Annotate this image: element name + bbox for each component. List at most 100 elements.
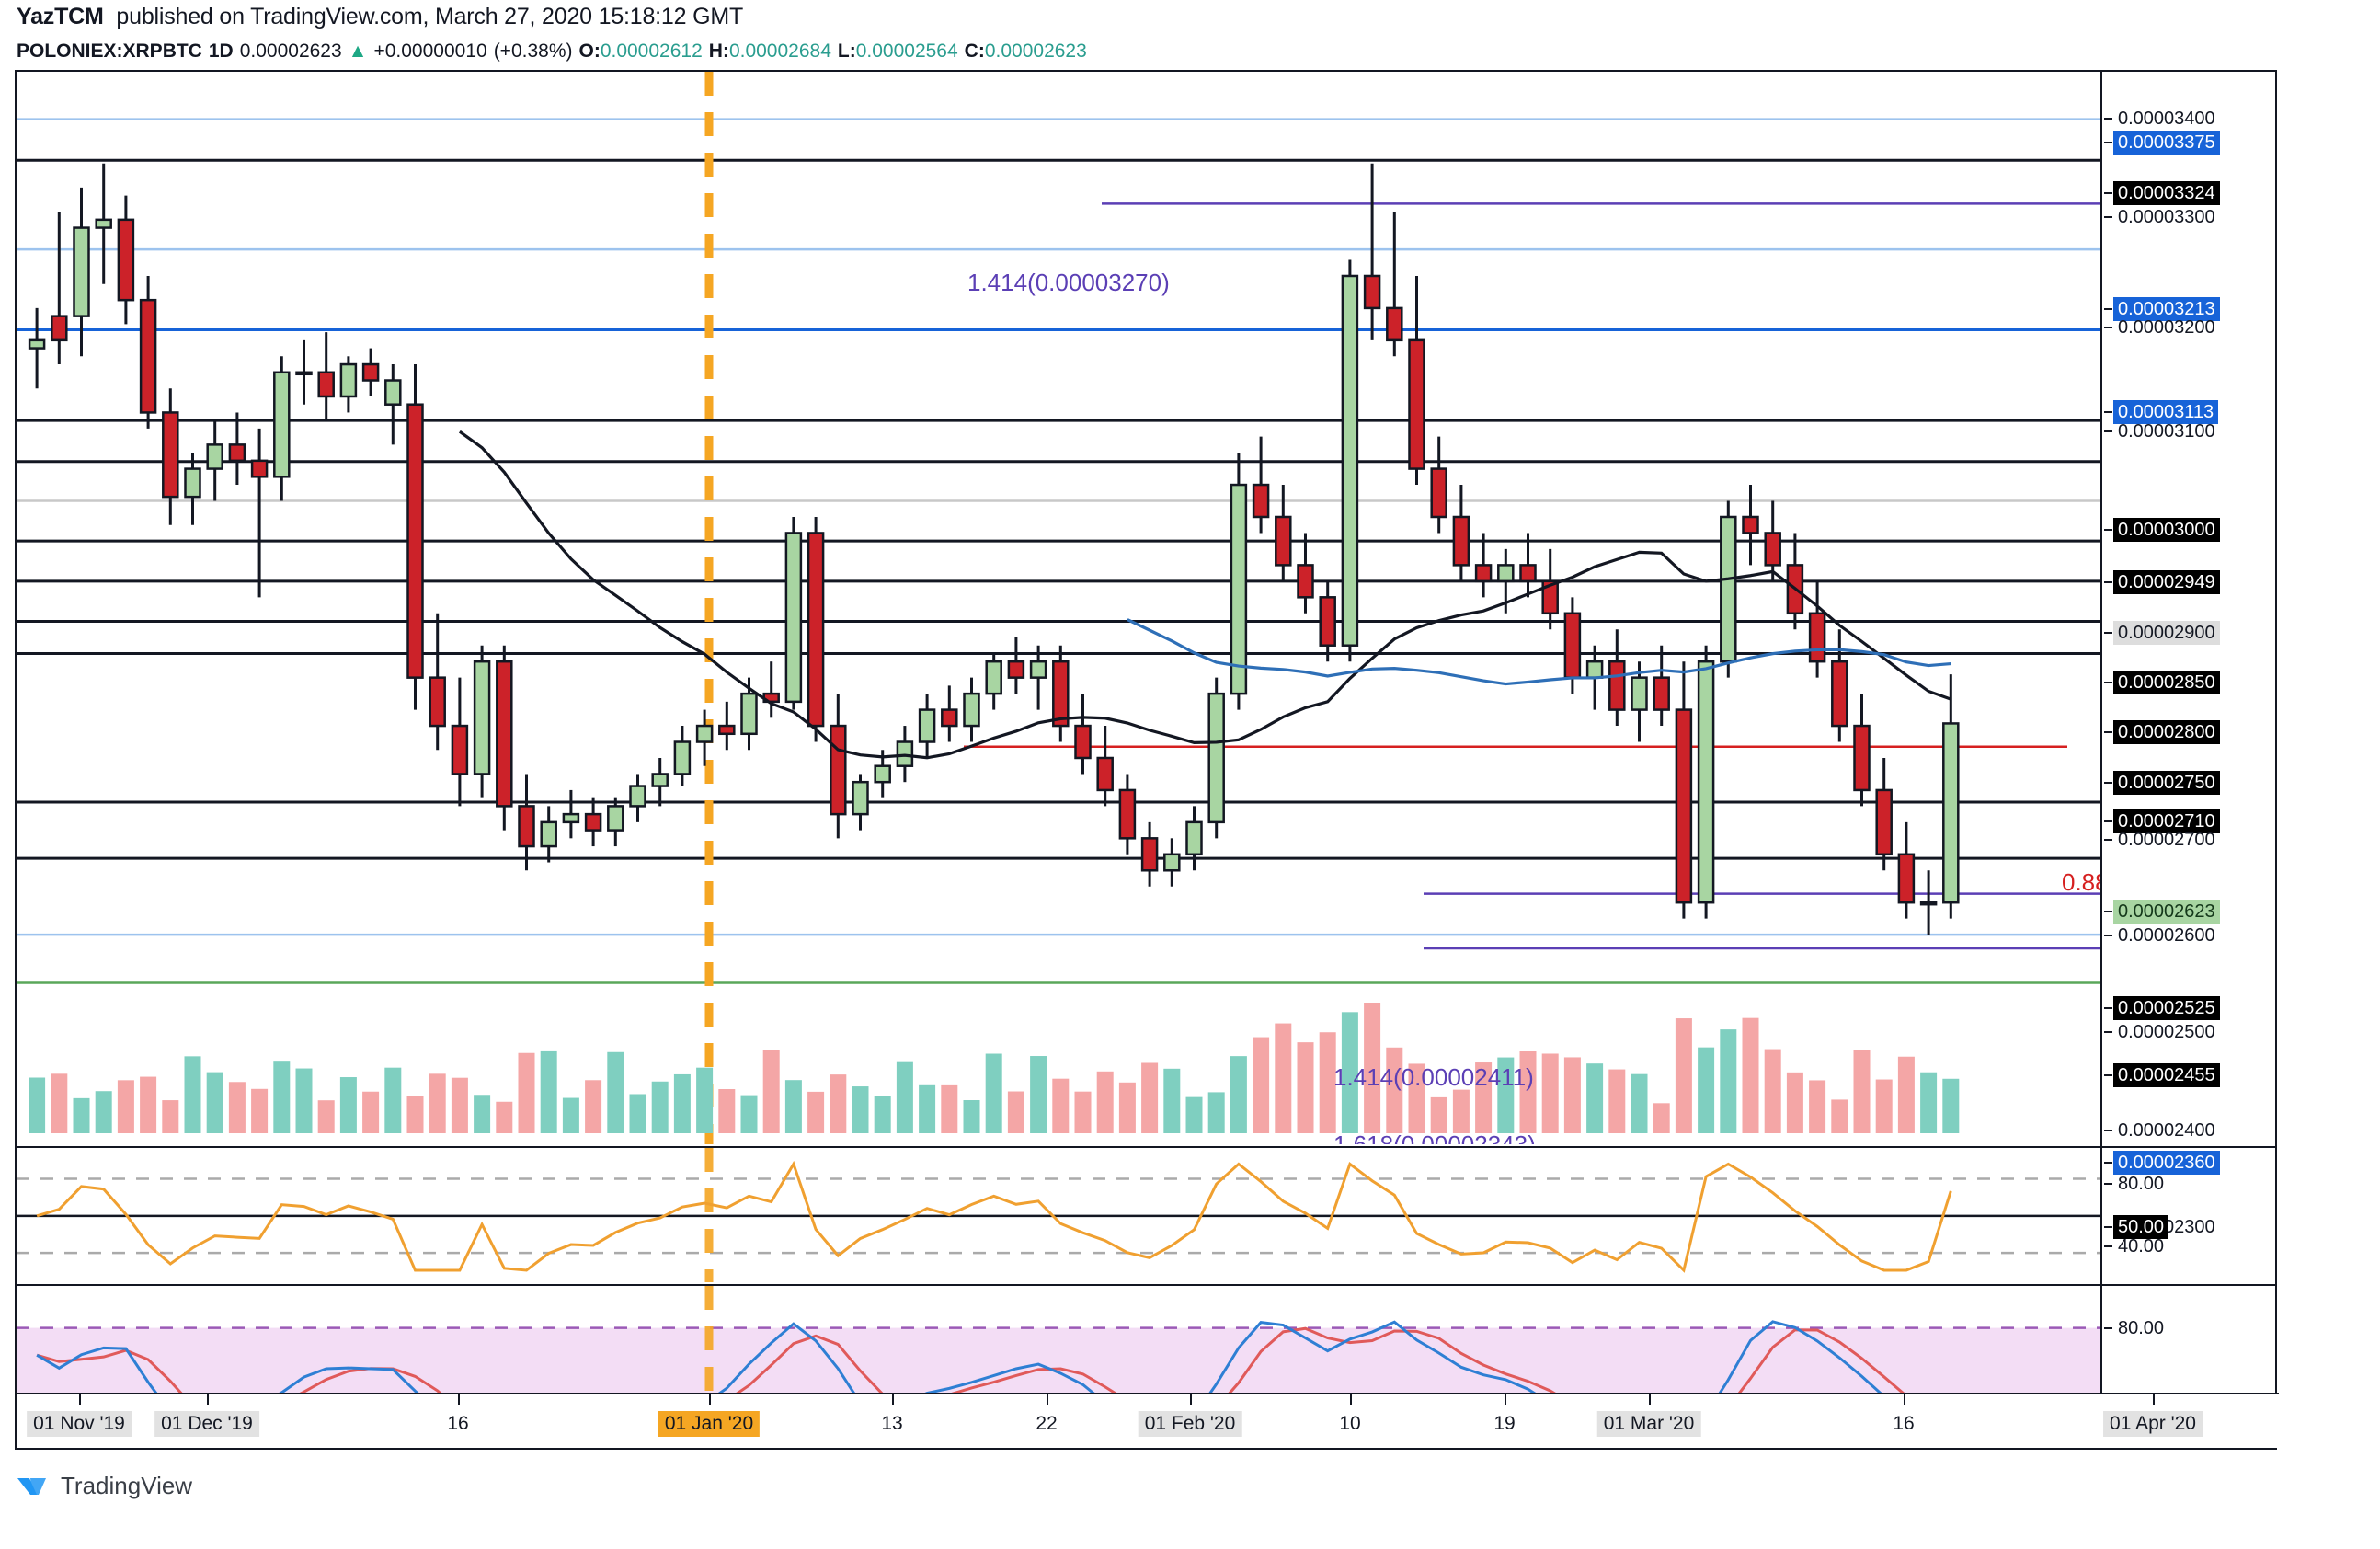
rsi-chart-canvas[interactable] [17, 1148, 2102, 1282]
price-axis-label: 0.00003375 [2113, 131, 2220, 155]
price-axis-label: 0.00002525 [2113, 996, 2220, 1020]
time-axis-label: 13 [881, 1413, 903, 1434]
time-axis-tick [1047, 1394, 1048, 1405]
low-value: 0.00002564 [855, 40, 958, 62]
price-axis-label: 50.00 [2113, 1215, 2169, 1239]
price-axis-label: 0.00003000 [2113, 518, 2220, 542]
axis-tick [2104, 1226, 2112, 1228]
axis-tick [2104, 192, 2112, 194]
price-chart-canvas[interactable]: 1.414(0.00003270) 1.414(0.00002411) 1.618(… [17, 72, 2102, 1144]
axis-tick [2104, 632, 2112, 634]
change-absolute: +0.00000010 [373, 40, 487, 62]
last-price: 0.00002623 [239, 40, 342, 62]
fib-annotation-label: 1.414(0.00003270) [967, 269, 1170, 296]
price-axis-label: 0.00002400 [2118, 1120, 2215, 1141]
axis-tick [2104, 682, 2112, 683]
axis-tick [2104, 782, 2112, 784]
chart-frame[interactable]: 1.414(0.00003270) 1.414(0.00002411) 1.618(… [15, 70, 2279, 1453]
time-axis-label: 01 Jan '20 [658, 1411, 761, 1437]
axis-tick [2104, 731, 2112, 733]
price-axis-label: 0.00002710 [2113, 809, 2220, 833]
time-axis-tick [207, 1394, 209, 1405]
time-axis-tick [458, 1394, 460, 1405]
price-axis-label: 80.00 [2118, 1174, 2165, 1194]
time-axis-tick [1350, 1394, 1352, 1405]
time-axis-label: 19 [1493, 1413, 1516, 1434]
time-axis-tick [1904, 1394, 1905, 1405]
price-axis-label: 0.00003300 [2118, 207, 2215, 227]
price-axis-label: 0.00003100 [2118, 421, 2215, 442]
rsi-axis-labels: 80.00 50.00 40.00 [2102, 1146, 2275, 1282]
chart-header: YazTCM published on TradingView.com, Mar… [0, 0, 2380, 72]
high-label: H: [708, 40, 729, 62]
time-axis-label: 01 Mar '20 [1596, 1411, 1701, 1437]
close-label: C: [964, 40, 985, 62]
axis-tick [2104, 1007, 2112, 1009]
price-axis-label: 0.00002750 [2113, 771, 2220, 795]
axis-tick [2104, 1031, 2112, 1033]
price-axis-label: 0.00002500 [2118, 1022, 2215, 1042]
low-label: L: [837, 40, 856, 62]
price-axis-label: 0.00003200 [2118, 317, 2215, 338]
axis-tick [2104, 1074, 2112, 1076]
axis-tick [2104, 581, 2112, 583]
time-axis-label: 01 Dec '19 [154, 1411, 259, 1437]
axis-tick [2104, 1162, 2112, 1164]
time-axis-label: 22 [1036, 1413, 1058, 1434]
change-arrow-icon: ▲ [348, 40, 368, 62]
price-axis-label: 0.00002900 [2113, 621, 2220, 645]
open-value: 0.00002612 [600, 40, 703, 62]
time-axis-tick [1190, 1394, 1192, 1405]
time-axis-label: 10 [1339, 1413, 1361, 1434]
price-axis-label: 0.00002800 [2113, 720, 2220, 744]
axis-tick [2104, 820, 2112, 822]
axis-tick [2104, 935, 2112, 936]
open-label: O: [578, 40, 601, 62]
change-percent: (+0.38%) [493, 40, 573, 62]
rsi-pane[interactable] [17, 1146, 2102, 1282]
price-axis-label: 0.00002455 [2113, 1063, 2220, 1087]
price-axis-label: 0.00002600 [2118, 925, 2215, 946]
time-axis-tick [1505, 1394, 1506, 1405]
time-axis-tick [79, 1394, 81, 1405]
axis-tick [2104, 911, 2112, 912]
axis-tick [2104, 411, 2112, 413]
axis-tick [2104, 430, 2112, 432]
axis-tick [2104, 118, 2112, 120]
symbol-ticker[interactable]: POLONIEX:XRPBTC [17, 40, 202, 62]
axis-tick [2104, 142, 2112, 143]
price-axis-label: 0.00002360 [2113, 1151, 2220, 1175]
time-axis-tick [2153, 1394, 2155, 1405]
price-pane[interactable]: 1.414(0.00003270) 1.414(0.00002411) 1.618(… [17, 72, 2102, 1144]
time-axis-label: 01 Apr '20 [2103, 1411, 2203, 1437]
axis-tick [2104, 1130, 2112, 1131]
time-axis-label: 16 [447, 1413, 469, 1434]
time-axis[interactable]: 01 Nov '19 01 Dec '19 16 01 Jan '20 13 22 01 F… [17, 1393, 2279, 1448]
price-axis-label: 0.00002949 [2113, 570, 2220, 594]
price-axis[interactable]: 0.00003400 0.00003375 0.00003324 0.00003300… [2100, 72, 2275, 1453]
price-axis-label: 0.00002850 [2113, 671, 2220, 694]
axis-tick [2104, 308, 2112, 310]
time-axis-label: 01 Nov '19 [27, 1411, 132, 1437]
fib-annotation-label: 0.886(0.00002594) [2062, 868, 2102, 896]
axis-tick [2104, 327, 2112, 328]
price-axis-label: 0.00003113 [2113, 400, 2219, 424]
time-axis-tick [892, 1394, 894, 1405]
interval-label[interactable]: 1D [208, 40, 234, 62]
high-value: 0.00002684 [728, 40, 831, 62]
tradingview-bird-icon [17, 1477, 46, 1495]
price-axis-label: 0.00003324 [2113, 181, 2220, 205]
tradingview-logo[interactable]: TradingView [17, 1472, 192, 1500]
price-axis-label: 0.00003400 [2118, 109, 2215, 129]
publication-text: published on TradingView.com, March 27, … [116, 4, 744, 29]
axis-tick [2104, 839, 2112, 841]
author-name: YazTCM [17, 4, 104, 29]
publication-line: YazTCM published on TradingView.com, Mar… [17, 4, 743, 30]
time-axis-tick [709, 1394, 711, 1405]
price-axis-label: 0.00003213 [2113, 297, 2220, 321]
price-axis-label: 0.00002623 [2113, 900, 2220, 924]
time-axis-label: 16 [1893, 1413, 1915, 1434]
tradingview-wordmark: TradingView [61, 1472, 193, 1499]
axis-tick [2104, 529, 2112, 531]
price-axis-label: 80.00 [2118, 1318, 2165, 1338]
